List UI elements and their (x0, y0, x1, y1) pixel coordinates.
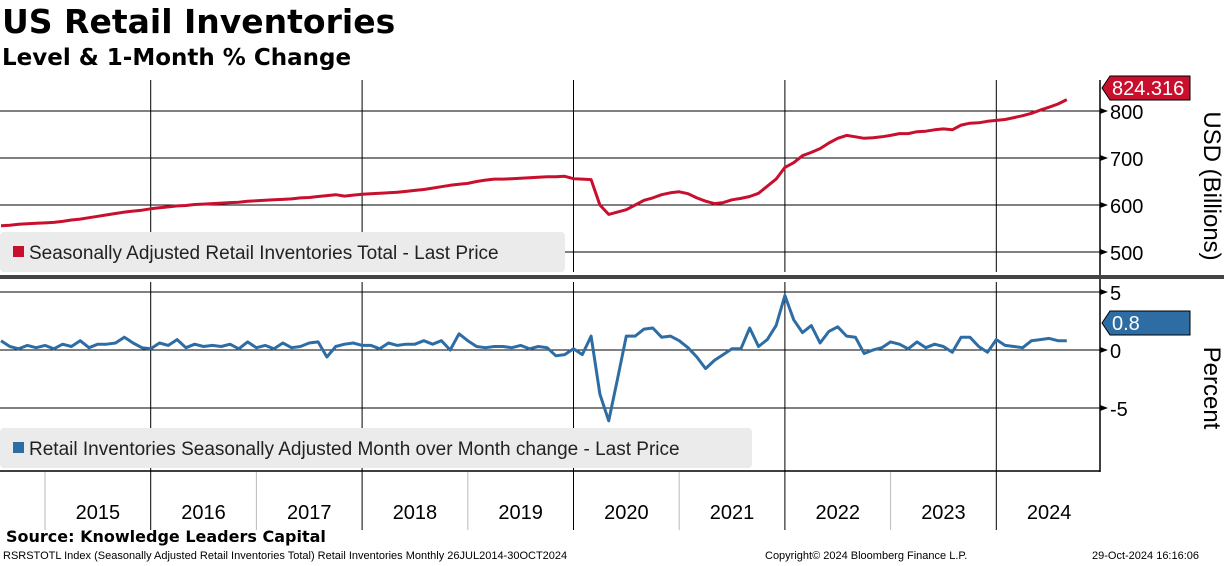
x-tick-label: 2016 (181, 502, 226, 524)
footer-copyright: Copyright© 2024 Bloomberg Finance L.P. (765, 550, 968, 562)
tick-mark (1100, 202, 1108, 208)
footer-description: RSRSTOTL Index (Seasonally Adjusted Reta… (3, 550, 568, 562)
last-value-label: 824.316 (1112, 78, 1184, 100)
y-tick-label: 600 (1110, 196, 1143, 218)
x-tick-label: 2018 (393, 502, 438, 524)
legend-swatch (13, 442, 24, 453)
x-tick-label: 2024 (1027, 502, 1072, 524)
x-tick-label: 2017 (287, 502, 332, 524)
last-value-tag (1101, 75, 1191, 101)
mom-change-line (0, 294, 1067, 423)
tick-mark (1100, 155, 1108, 161)
y-axis-label: Percent (1198, 347, 1224, 430)
tick-mark (1100, 108, 1108, 114)
inventory-level-line (0, 98, 1068, 228)
x-tick-label: 2022 (816, 502, 861, 524)
x-tick-label: 2019 (498, 502, 543, 524)
x-tick-label: 2021 (710, 502, 755, 524)
tick-mark (1100, 249, 1108, 255)
tick-mark (1100, 405, 1108, 411)
legend-label: Retail Inventories Seasonally Adjusted M… (29, 439, 680, 460)
y-tick-label: 0 (1110, 341, 1121, 363)
x-tick-label: 2023 (921, 502, 966, 524)
source-note: Source: Knowledge Leaders Capital (6, 527, 326, 546)
tick-mark (1100, 289, 1108, 295)
y-tick-label: 5 (1110, 283, 1121, 305)
legend-box (0, 232, 565, 272)
legend-box (0, 428, 752, 468)
chart-subtitle: Level & 1-Month % Change (2, 45, 352, 71)
footer-timestamp: 29-Oct-2024 16:16:06 (1092, 550, 1200, 562)
tick-mark (1100, 347, 1108, 353)
y-tick-label: 500 (1110, 243, 1143, 265)
y-tick-label: 700 (1110, 149, 1143, 171)
x-tick-label: 2020 (604, 502, 649, 524)
last-value-tag (1101, 310, 1191, 336)
y-tick-label: 800 (1110, 102, 1143, 124)
last-value-label: 0.8 (1112, 313, 1140, 335)
legend-swatch (13, 246, 24, 257)
y-tick-label: -5 (1110, 399, 1128, 421)
x-tick-label: 2015 (76, 502, 121, 524)
legend-label: Seasonally Adjusted Retail Inventories T… (29, 243, 499, 264)
chart-title: US Retail Inventories (2, 2, 396, 41)
y-axis-label: USD (Billions) (1198, 111, 1224, 260)
